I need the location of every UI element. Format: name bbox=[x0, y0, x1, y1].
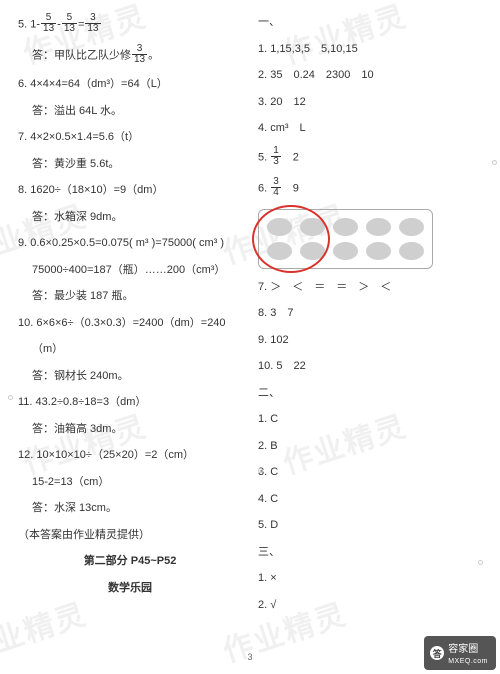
decoration-dot bbox=[492, 160, 497, 165]
right-column: 一、 1. 1,15,3,5 5,10,15 2. 35 0.24 2300 10 3… bbox=[250, 14, 482, 640]
text-line: 10. 6×6×6÷（0.3×0.3）=2400（dm）=240 bbox=[18, 315, 242, 332]
text-line: 答：最少装 187 瓶。 bbox=[18, 288, 242, 305]
text-line: 2. 35 0.24 2300 10 bbox=[258, 67, 482, 84]
badge-icon: 答 bbox=[430, 646, 444, 660]
fraction: 13 bbox=[271, 146, 281, 167]
decoration-dot bbox=[8, 395, 13, 400]
text-line: 答：钢材长 240m。 bbox=[18, 368, 242, 385]
text-line: 答：水深 13cm。 bbox=[18, 500, 242, 517]
text-line: 5. 1-513-513=313 bbox=[18, 14, 242, 35]
right-column-bottom: 7. ＞ ＜ ＝ ＝ ＞ ＜ 8. 3 7 9. 102 10. 5 22 二、 1. C… bbox=[258, 279, 482, 614]
text-line: 3. 20 12 bbox=[258, 94, 482, 111]
text-line: 答：甲队比乙队少修313。 bbox=[18, 45, 242, 66]
oval-shape bbox=[366, 218, 391, 236]
source-badge: 答 容家圈 MXEQ.com bbox=[424, 636, 496, 670]
text-line: 9. 0.6×0.25×0.5=0.075( m³ )=75000( cm³ ) bbox=[18, 235, 242, 252]
text-line: 7. 4×2×0.5×1.4=5.6（t） bbox=[18, 129, 242, 146]
left-column: 5. 1-513-513=313 答：甲队比乙队少修313。 6. 4×4×4=64… bbox=[18, 14, 250, 640]
text-line: 三、 bbox=[258, 544, 482, 561]
text-line: 9. 102 bbox=[258, 332, 482, 349]
text-line: 10. 5 22 bbox=[258, 358, 482, 375]
text-line: 二、 bbox=[258, 385, 482, 402]
decoration-dot bbox=[258, 468, 263, 473]
text-line: 4. C bbox=[258, 491, 482, 508]
text-line: 2. B bbox=[258, 438, 482, 455]
text-line: 6. 34 9 bbox=[258, 178, 482, 199]
fraction: 513 bbox=[62, 13, 77, 34]
text-line: 2. √ bbox=[258, 597, 482, 614]
text-line: 15-2=13（cm） bbox=[18, 474, 242, 491]
text-line: 7. ＞ ＜ ＝ ＝ ＞ ＜ bbox=[258, 279, 482, 296]
text-line: 答：水箱深 9dm。 bbox=[18, 209, 242, 226]
text-line: 一、 bbox=[258, 14, 482, 31]
page-content: 5. 1-513-513=313 答：甲队比乙队少修313。 6. 4×4×4=64… bbox=[0, 0, 500, 640]
oval-shape bbox=[399, 218, 424, 236]
text-line: 答：黄沙重 5.6t。 bbox=[18, 156, 242, 173]
text-line: 5. 13 2 bbox=[258, 147, 482, 168]
oval-shape bbox=[399, 242, 424, 260]
oval-shape bbox=[333, 218, 358, 236]
text-line: 第二部分 P45~P52 bbox=[18, 553, 242, 570]
ovals-figure bbox=[258, 209, 433, 269]
text-line: 4. cm³ L bbox=[258, 120, 482, 137]
text-line: 1. 1,15,3,5 5,10,15 bbox=[258, 41, 482, 58]
text-line: 11. 43.2÷0.8÷18=3（dm） bbox=[18, 394, 242, 411]
text-line: 数学乐园 bbox=[18, 580, 242, 597]
text-line: （本答案由作业精灵提供） bbox=[18, 527, 242, 544]
text-line: 答：油箱高 3dm。 bbox=[18, 421, 242, 438]
fraction: 313 bbox=[132, 44, 147, 65]
text-line: 1. × bbox=[258, 570, 482, 587]
fraction: 513 bbox=[41, 13, 56, 34]
oval-shape bbox=[333, 242, 358, 260]
text-line: 答：溢出 64L 水。 bbox=[18, 103, 242, 120]
text-line: 12. 10×10×10÷（25×20）=2（cm） bbox=[18, 447, 242, 464]
decoration-dot bbox=[478, 560, 483, 565]
oval-shape bbox=[366, 242, 391, 260]
text-line: （m） bbox=[18, 341, 242, 358]
text-line: 1. C bbox=[258, 411, 482, 428]
fraction: 34 bbox=[271, 177, 281, 198]
red-circle-mark bbox=[252, 205, 330, 273]
text-line: 75000÷400=187（瓶）……200（cm³） bbox=[18, 262, 242, 279]
fraction: 313 bbox=[85, 13, 100, 34]
text-line: 8. 3 7 bbox=[258, 305, 482, 322]
text-line: 5. D bbox=[258, 517, 482, 534]
text-line: 3. C bbox=[258, 464, 482, 481]
badge-text: 容家圈 MXEQ.com bbox=[448, 640, 488, 666]
text-line: 8. 1620÷（18×10）=9（dm） bbox=[18, 182, 242, 199]
text-line: 6. 4×4×4=64（dm³）=64（L） bbox=[18, 76, 242, 93]
right-column-top: 一、 1. 1,15,3,5 5,10,15 2. 35 0.24 2300 10 3… bbox=[258, 14, 482, 199]
